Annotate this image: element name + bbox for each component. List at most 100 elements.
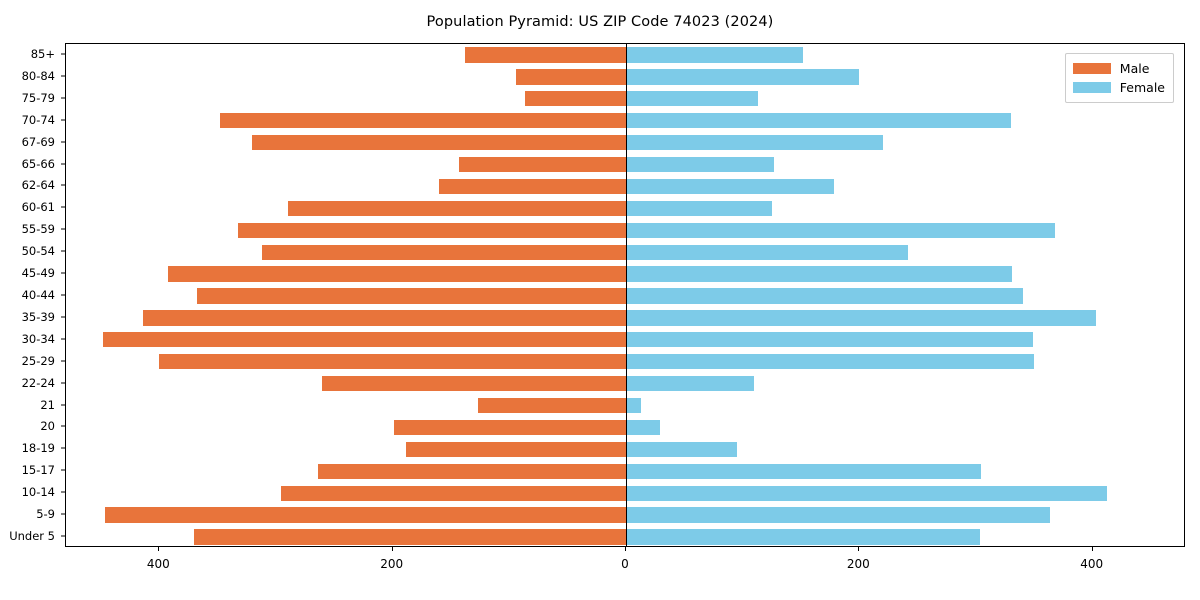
chart-title: Population Pyramid: US ZIP Code 74023 (2… (426, 14, 774, 30)
bar-male[interactable] (220, 113, 626, 129)
y-axis-label: 45-49 (21, 266, 55, 281)
bar-male[interactable] (477, 397, 626, 414)
y-axis-tick (61, 425, 65, 427)
bar-male[interactable] (143, 310, 626, 326)
bar-female[interactable] (626, 200, 772, 216)
y-axis-label: 60-61 (21, 200, 55, 215)
y-axis-label: Under 5 (9, 529, 55, 544)
x-axis: 400 200 0 200 400 (65, 547, 1185, 592)
bar-male[interactable] (439, 178, 626, 195)
bar-male[interactable] (287, 200, 626, 216)
bar-row (66, 244, 1184, 260)
y-axis-tick (61, 535, 65, 537)
bar-male[interactable] (318, 463, 626, 479)
bar-female[interactable] (626, 529, 980, 545)
bar-row (66, 332, 1184, 348)
bar-male[interactable] (196, 288, 626, 304)
y-axis-label: 30-34 (21, 331, 55, 346)
x-axis-label: 400 (1080, 557, 1104, 571)
bar-male[interactable] (321, 375, 626, 392)
y-axis-tick (61, 491, 65, 493)
bar-male[interactable] (194, 529, 626, 545)
y-axis-tick (61, 360, 65, 362)
y-axis-label: 85+ (30, 46, 55, 61)
x-axis-label: 0 (621, 557, 629, 571)
y-axis-tick (61, 316, 65, 318)
bar-male[interactable] (251, 134, 626, 151)
plot-area: Male Female (65, 43, 1185, 547)
y-axis-label: 5-9 (36, 507, 55, 522)
bar-female[interactable] (626, 397, 642, 414)
bar-row (66, 134, 1184, 151)
legend-swatch-female (1072, 82, 1111, 93)
bar-female[interactable] (626, 463, 981, 479)
bar-male[interactable] (393, 419, 626, 436)
y-axis-tick (61, 294, 65, 296)
bar-row (66, 310, 1184, 326)
bar-female[interactable] (626, 332, 1034, 348)
y-axis-label: 70-74 (21, 112, 55, 127)
center-axis-line (626, 44, 627, 546)
bar-male[interactable] (459, 156, 626, 173)
y-axis-tick (61, 141, 65, 143)
bar-row (66, 463, 1184, 479)
bar-male[interactable] (159, 354, 626, 370)
y-axis-label: 62-64 (21, 178, 55, 193)
y-axis-tick (61, 119, 65, 121)
y-axis-label: 65-66 (21, 156, 55, 171)
bar-row (66, 47, 1184, 63)
bar-female[interactable] (626, 47, 804, 63)
bar-female[interactable] (626, 113, 1011, 129)
y-axis-tick (61, 513, 65, 515)
y-axis-label: 75-79 (21, 90, 55, 105)
bar-female[interactable] (626, 266, 1013, 282)
bar-female[interactable] (626, 178, 834, 195)
bar-male[interactable] (167, 266, 626, 282)
bar-male[interactable] (262, 244, 626, 260)
bar-female[interactable] (626, 244, 909, 260)
bar-row (66, 529, 1184, 545)
bar-male[interactable] (524, 91, 626, 107)
y-axis-label: 80-84 (21, 68, 55, 83)
bar-row (66, 178, 1184, 195)
y-axis-tick (61, 404, 65, 406)
bar-male[interactable] (465, 47, 626, 63)
bar-male[interactable] (516, 69, 626, 85)
bar-female[interactable] (626, 485, 1107, 501)
bar-male[interactable] (405, 441, 626, 458)
legend-item-male: Male (1072, 59, 1165, 78)
bar-female[interactable] (626, 222, 1056, 238)
bar-female[interactable] (626, 419, 660, 436)
bar-female[interactable] (626, 310, 1097, 326)
y-axis-tick (61, 338, 65, 340)
bar-female[interactable] (626, 134, 883, 151)
bar-female[interactable] (626, 507, 1050, 523)
y-axis-label: 40-44 (21, 288, 55, 302)
bar-female[interactable] (626, 69, 860, 85)
bar-row (66, 288, 1184, 304)
y-axis-tick (61, 97, 65, 99)
bar-row (66, 507, 1184, 523)
bar-male[interactable] (237, 222, 626, 238)
bar-male[interactable] (103, 332, 626, 348)
bar-male[interactable] (104, 507, 626, 523)
bar-male[interactable] (280, 485, 626, 501)
y-axis-tick (61, 250, 65, 252)
bar-row (66, 441, 1184, 458)
legend-swatch-male (1072, 63, 1111, 74)
bar-female[interactable] (626, 156, 775, 173)
y-axis-tick (61, 272, 65, 274)
legend-label-male: Male (1119, 61, 1150, 76)
bar-female[interactable] (626, 91, 758, 107)
x-axis-tick (858, 547, 860, 551)
chart-legend[interactable]: Male Female (1064, 53, 1174, 103)
bar-female[interactable] (626, 288, 1023, 304)
bar-female[interactable] (626, 441, 737, 458)
y-axis-tick (61, 75, 65, 77)
bar-female[interactable] (626, 354, 1035, 370)
bar-row (66, 69, 1184, 85)
y-axis-tick (61, 53, 65, 55)
y-axis-label: 10-14 (21, 485, 55, 500)
bar-female[interactable] (626, 375, 755, 392)
